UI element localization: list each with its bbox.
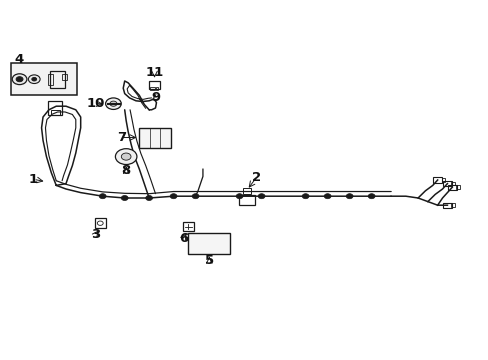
Circle shape (192, 194, 199, 199)
Circle shape (302, 194, 308, 199)
Circle shape (99, 194, 106, 199)
Bar (455, 185, 459, 189)
Bar (149, 87, 154, 90)
Text: 1: 1 (29, 173, 38, 186)
Circle shape (105, 98, 121, 109)
Circle shape (16, 77, 23, 82)
Bar (48, 74, 53, 85)
Circle shape (258, 194, 264, 199)
Text: 3: 3 (91, 228, 100, 241)
Bar (95, 218, 105, 228)
Circle shape (12, 74, 27, 85)
Circle shape (324, 194, 330, 199)
Text: 9: 9 (151, 91, 160, 104)
Bar (149, 81, 160, 89)
Bar (442, 181, 451, 186)
Bar (51, 109, 60, 115)
Circle shape (32, 77, 37, 81)
Circle shape (28, 75, 40, 84)
Bar (447, 185, 456, 190)
Bar (61, 74, 67, 80)
Text: 4: 4 (14, 53, 23, 66)
Text: 8: 8 (122, 165, 130, 177)
Bar (188, 233, 229, 254)
Circle shape (170, 194, 177, 199)
Text: 5: 5 (204, 255, 213, 267)
Circle shape (145, 195, 152, 201)
Bar (139, 128, 171, 148)
Circle shape (121, 195, 128, 201)
Circle shape (346, 194, 352, 199)
Bar (450, 182, 454, 185)
Circle shape (236, 194, 243, 199)
Text: 7: 7 (117, 131, 125, 144)
Bar (450, 203, 454, 207)
Text: 11: 11 (145, 66, 163, 79)
Circle shape (367, 194, 374, 199)
Bar (48, 101, 62, 115)
Bar (442, 203, 451, 208)
Bar (441, 178, 445, 182)
Bar (432, 177, 441, 183)
Bar (243, 188, 250, 194)
Bar (183, 222, 193, 231)
Bar (50, 71, 64, 88)
Circle shape (110, 101, 117, 106)
Bar (239, 195, 254, 205)
Circle shape (115, 149, 137, 165)
Text: 2: 2 (252, 171, 261, 184)
Text: 10: 10 (86, 97, 104, 110)
Bar (155, 87, 158, 90)
Circle shape (121, 153, 131, 160)
Text: 6: 6 (179, 232, 187, 245)
Bar (11, 63, 77, 95)
